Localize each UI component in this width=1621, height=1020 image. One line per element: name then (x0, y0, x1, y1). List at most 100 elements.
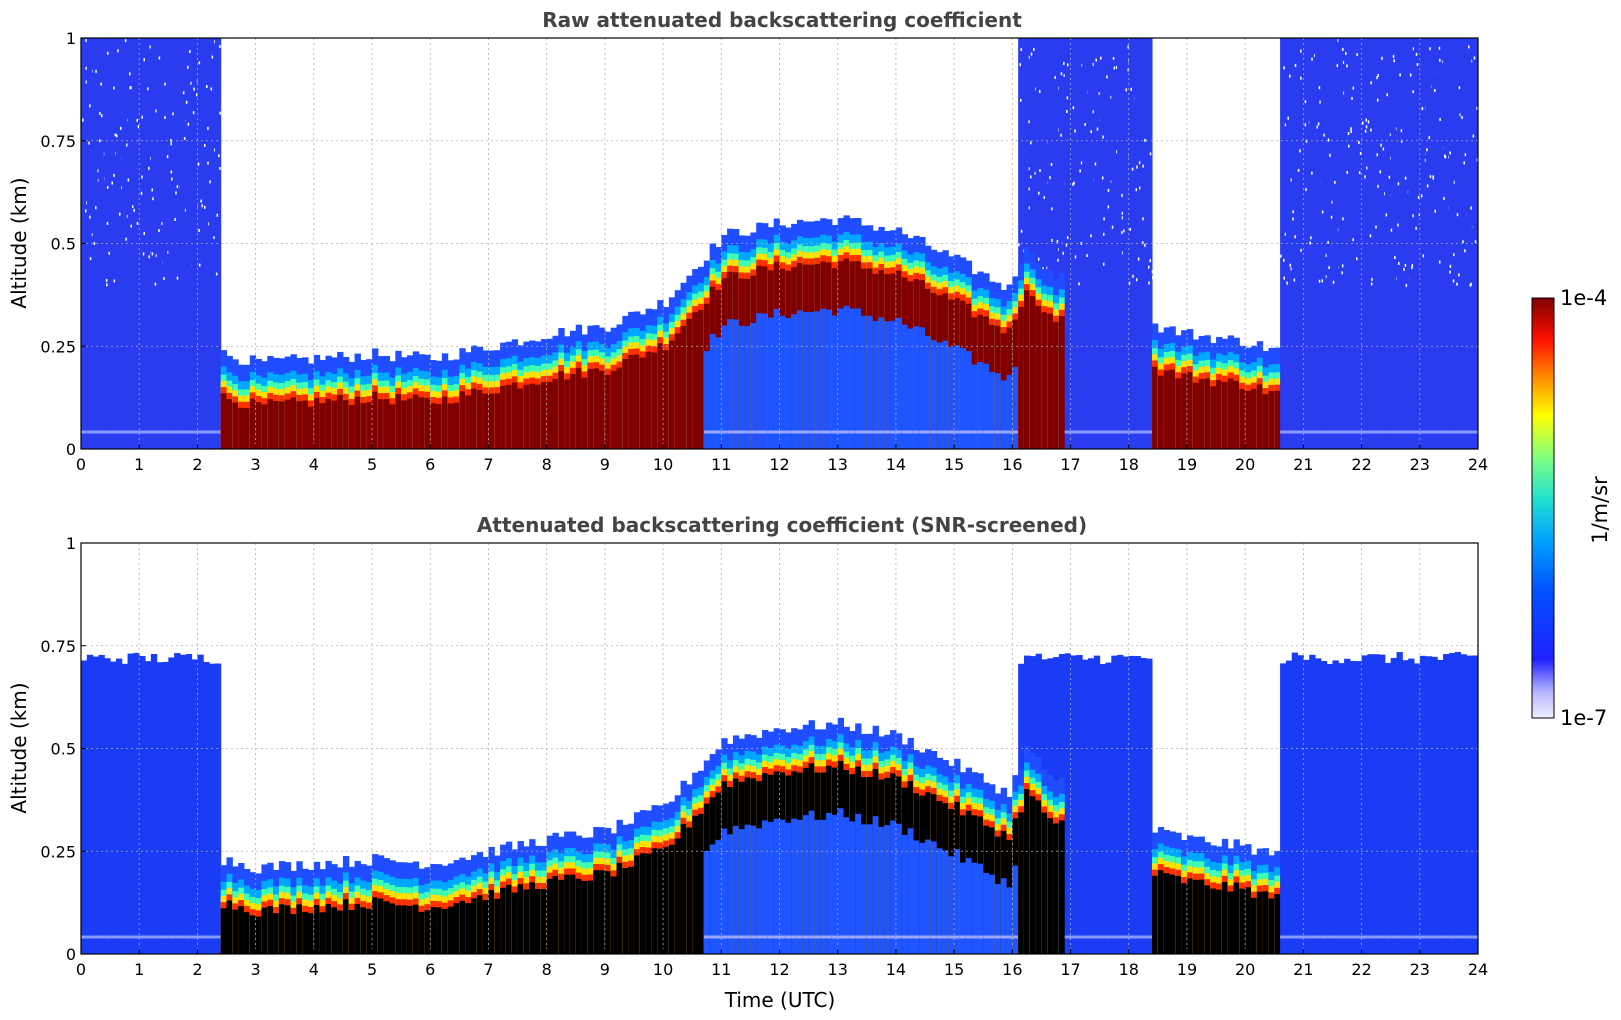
noise-speck (1352, 238, 1354, 242)
overlap-band (732, 430, 740, 434)
noise-speck (1346, 64, 1348, 68)
noise-speck (1470, 206, 1472, 210)
below-cloud-cell (1000, 380, 1008, 449)
overlap-band (872, 430, 879, 434)
layer-cell (535, 384, 542, 449)
overlap-band (779, 430, 786, 434)
time-column (1076, 655, 1083, 954)
layer-cell (348, 405, 356, 449)
time-column (773, 218, 780, 449)
overlap-band (1454, 935, 1462, 939)
below-cloud-cell (872, 321, 879, 449)
time-column (738, 235, 746, 449)
noise-cell (191, 38, 198, 449)
overlap-band (791, 430, 798, 434)
below-cloud-cell (738, 829, 746, 954)
overlap-band (162, 430, 169, 434)
time-column (348, 361, 356, 449)
noise-speck (97, 169, 99, 173)
layer-cell (255, 402, 262, 449)
time-column (907, 238, 914, 449)
below-cloud-cell (837, 308, 845, 449)
overlap-band (959, 935, 967, 939)
y-tick-label: 1 (66, 29, 76, 48)
noise-speck (1377, 73, 1379, 77)
noise-speck (1127, 68, 1130, 72)
layer-cell (1233, 882, 1240, 954)
overlap-band (1105, 935, 1112, 939)
noise-cell (1367, 38, 1374, 449)
overlap-band (936, 935, 943, 939)
noise-speck (1345, 52, 1347, 56)
time-column (1169, 831, 1176, 954)
time-column (331, 357, 338, 449)
overlap-band (1373, 935, 1380, 939)
noise-speck (148, 255, 150, 259)
overlap-band (110, 935, 117, 939)
noise-cell (197, 38, 204, 449)
time-column (249, 872, 257, 954)
noise-speck (107, 51, 109, 55)
layer-cell (599, 370, 606, 449)
overlap-band (989, 430, 996, 434)
noise-speck (1478, 82, 1480, 86)
time-column (779, 225, 786, 449)
layer-cell (1186, 372, 1194, 449)
below-cloud-cell (721, 828, 728, 954)
time-column (1431, 656, 1438, 954)
noise-speck (1366, 166, 1368, 170)
noise-speck (99, 139, 101, 143)
noise-speck (1462, 240, 1464, 244)
noise-speck (1421, 107, 1424, 111)
time-column (424, 867, 431, 954)
noise-speck (164, 82, 166, 86)
noise-speck (1074, 129, 1076, 133)
below-cloud-cell (959, 347, 967, 449)
below-cloud-cell (1006, 887, 1013, 954)
noise-cell (1099, 664, 1106, 954)
below-cloud-cell (977, 863, 984, 954)
time-column (261, 864, 268, 954)
overlap-band (971, 935, 978, 939)
noise-speck (1115, 65, 1118, 69)
layer-cell (692, 312, 699, 449)
noise-speck (106, 185, 109, 189)
overlap-band (1093, 430, 1101, 434)
noise-speck (1292, 217, 1294, 221)
time-column (395, 862, 402, 954)
noise-speck (206, 85, 208, 89)
noise-speck (1318, 86, 1321, 90)
layer-cell (1018, 812, 1025, 954)
layer-cell (337, 395, 344, 449)
noise-speck (152, 197, 154, 201)
below-cloud-cell (738, 325, 746, 449)
noise-speck (1350, 130, 1352, 134)
overlap-band (750, 430, 757, 434)
layer-cell (564, 874, 571, 954)
overlap-band (1390, 430, 1398, 434)
time-column (762, 730, 769, 954)
noise-speck (182, 91, 185, 95)
layer-cell (226, 399, 233, 449)
layer-cell (535, 889, 542, 954)
overlap-band (1134, 430, 1141, 434)
noise-speck (1359, 151, 1362, 155)
layer-cell (470, 898, 478, 954)
below-cloud-cell (820, 308, 827, 449)
time-column (1361, 38, 1368, 449)
y-axis-label: Altitude (km) (7, 177, 31, 308)
time-column (1419, 655, 1427, 954)
noise-speck (198, 263, 201, 267)
overlap-band (174, 935, 181, 939)
time-column (372, 348, 379, 449)
x-tick-label: 12 (769, 455, 789, 474)
noise-cell (121, 663, 129, 954)
time-column (447, 360, 455, 449)
time-column (1000, 290, 1008, 449)
noise-speck (161, 222, 163, 226)
layer-cell (558, 879, 565, 954)
noise-speck (1305, 188, 1307, 192)
layer-cell (686, 827, 693, 954)
layer-cell (645, 853, 652, 954)
